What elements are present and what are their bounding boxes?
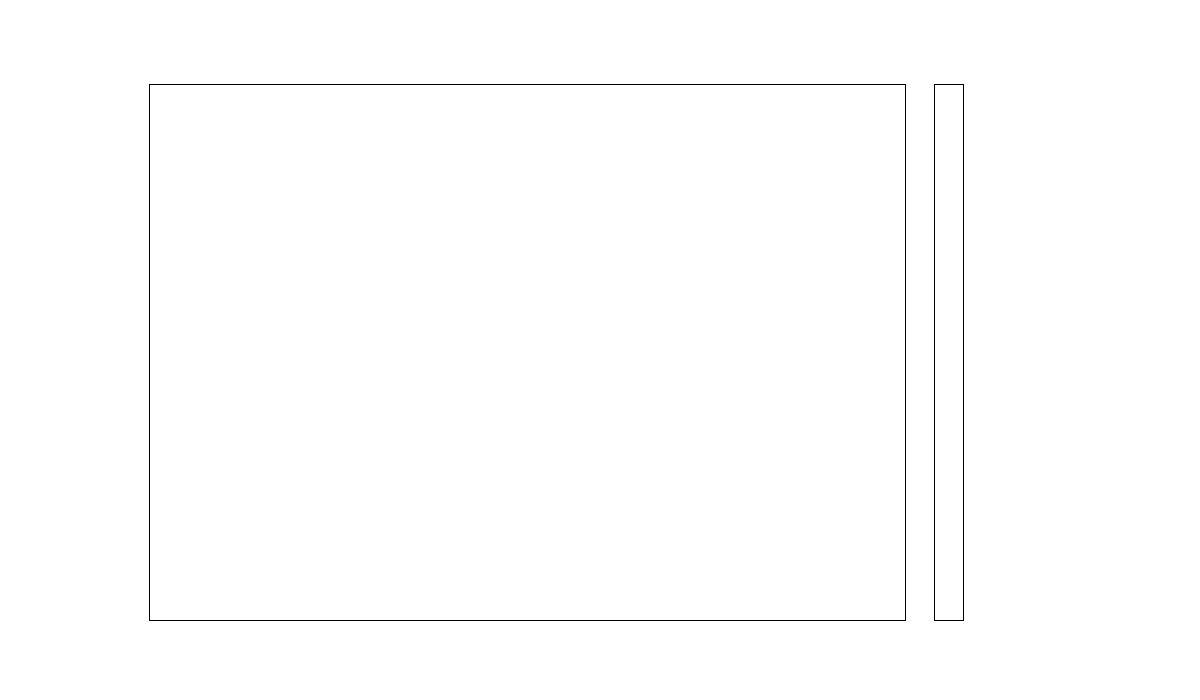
plot-area — [149, 84, 906, 621]
colorbar — [934, 84, 964, 621]
colorbar-gradient — [935, 85, 963, 620]
heatmap-image — [150, 85, 905, 620]
